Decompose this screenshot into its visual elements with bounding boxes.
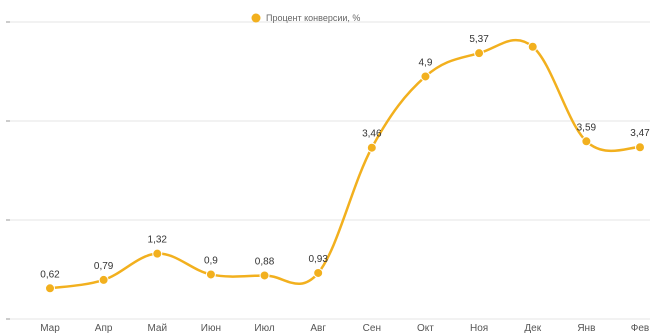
data-label-мар: 0,62 [40,269,60,280]
data-labels: 0,62 0,79 1,32 0,9 0,88 0,93 3,46 4,9 5,37 3,59 3,… [40,34,650,280]
x-tick-label: Окт [417,323,434,334]
data-label-авг: 0,93 [308,254,328,265]
legend-marker [251,13,261,23]
data-point-сен [366,142,377,153]
data-point-дек [527,41,538,52]
x-tick-label: Июн [201,323,221,334]
x-tick-label: Авг [310,323,326,334]
data-point-июн [205,269,216,280]
grid [6,21,650,320]
data-point-июл [259,270,270,281]
data-point-фев [635,142,645,153]
x-tick-label: Ноя [470,323,488,334]
data-point-окт [420,71,431,82]
data-label-апр: 0,79 [94,261,114,272]
data-label-окт: 4,9 [419,57,433,68]
x-tick-label: Фев [631,323,649,334]
data-label-янв: 3,59 [577,122,597,133]
x-tick-label: Мар [40,323,60,334]
x-tick-label: Дек [524,323,541,334]
legend-label: Процент конверсии, % [266,13,360,23]
data-label-июл: 0,88 [255,256,275,267]
data-point-апр [98,274,109,285]
data-label-июн: 0,9 [204,255,218,266]
x-tick-label: Май [147,323,167,334]
data-label-фев: 3,47 [630,128,650,139]
series-line [48,38,642,290]
data-points [45,41,645,294]
x-tick-label: Янв [577,323,595,334]
data-label-сен: 3,46 [362,129,382,140]
data-point-ноя [474,48,485,59]
legend: Процент конверсии, % [251,13,360,23]
data-point-май [152,248,163,259]
x-tick-label: Апр [95,323,113,334]
data-point-мар [45,283,55,294]
data-point-янв [581,136,592,147]
x-tick-label: Июл [254,323,274,334]
x-axis: Мар Апр Май Июн Июл Авг Сен Окт Ноя Дек Янв Фев [40,323,649,334]
data-label-ноя: 5,37 [469,34,489,45]
data-label-май: 1,32 [148,235,168,246]
x-tick-label: Сен [363,323,381,334]
data-point-авг [313,267,324,278]
